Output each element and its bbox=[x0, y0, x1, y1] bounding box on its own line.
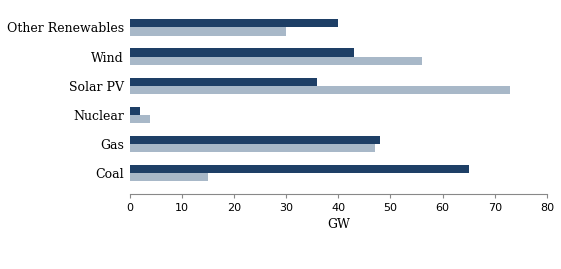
Bar bbox=[130, 173, 208, 181]
Bar bbox=[130, 115, 150, 123]
X-axis label: GW: GW bbox=[327, 218, 350, 231]
Bar bbox=[130, 86, 511, 94]
Bar bbox=[130, 77, 318, 86]
Bar bbox=[130, 56, 422, 65]
Bar bbox=[130, 107, 140, 115]
Bar bbox=[130, 27, 286, 36]
Bar bbox=[130, 144, 375, 152]
Bar bbox=[130, 136, 380, 144]
Bar bbox=[130, 19, 338, 27]
Bar bbox=[130, 48, 354, 56]
Bar bbox=[130, 165, 469, 173]
